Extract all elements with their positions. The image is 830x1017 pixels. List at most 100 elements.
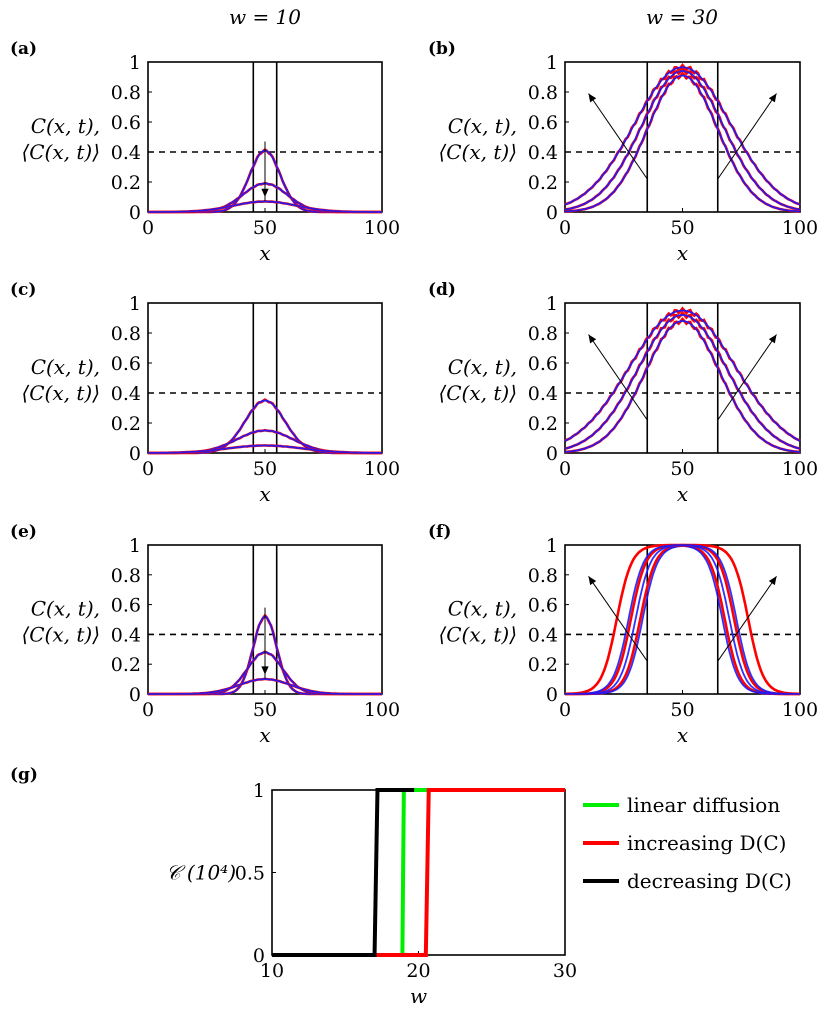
y-tick-label: 1 xyxy=(129,535,141,557)
profile-curve-blue xyxy=(148,200,382,213)
y-tick-label: 0.2 xyxy=(528,172,558,194)
legend-entry: increasing D(C) xyxy=(627,831,786,855)
y-axis-label: 𝒞 (10⁴) xyxy=(166,861,236,885)
column-title-left: w = 10 xyxy=(229,5,301,29)
x-tick-label: 100 xyxy=(364,217,400,239)
profile-curve-red xyxy=(564,63,801,206)
arrow-head xyxy=(261,188,269,197)
profile-curve-red xyxy=(564,66,801,211)
y-axis-label: ⟨C(x, t)⟩ xyxy=(21,140,100,164)
y-tick-label: 0.8 xyxy=(111,565,141,587)
panel-label: (b) xyxy=(428,39,456,59)
arrow-head xyxy=(768,334,777,344)
panel-label: (a) xyxy=(10,39,37,59)
axes-frame xyxy=(564,302,801,454)
arrow-head xyxy=(768,576,777,586)
y-tick-label: 0.4 xyxy=(528,142,558,164)
y-tick-label: 0.2 xyxy=(528,413,558,435)
y-axis-label: C(x, t), xyxy=(31,597,100,621)
y-tick-label: 1 xyxy=(129,293,141,315)
y-tick-label: 0.8 xyxy=(111,82,141,104)
panel-d: (d) 0 50 100 0 0.2 0.4 0.6 0.8 1 x C(x, t),⟨C(x, t)… xyxy=(428,280,818,506)
time-arrow-left xyxy=(588,93,648,180)
x-tick-label: 100 xyxy=(782,458,818,480)
arrow-head xyxy=(261,666,269,675)
panel-label: (g) xyxy=(10,765,38,785)
x-tick-label: 0 xyxy=(559,458,571,480)
y-tick-label: 0.8 xyxy=(528,565,558,587)
y-tick-label: 0.6 xyxy=(111,112,141,134)
legend-entry: decreasing D(C) xyxy=(627,869,792,893)
profile-curve-blue xyxy=(565,544,800,695)
x-axis-label: w xyxy=(410,984,427,1008)
y-tick-label: 0.8 xyxy=(111,323,141,345)
y-axis-label: C(x, t), xyxy=(31,355,100,379)
panel-label: (d) xyxy=(428,280,456,300)
arrow-head xyxy=(588,576,597,586)
x-tick-label: 0 xyxy=(142,217,154,239)
y-axis-label: ⟨C(x, t)⟩ xyxy=(21,381,100,405)
y-axis-label: C(x, t), xyxy=(31,114,100,138)
x-tick-label: 100 xyxy=(782,699,818,721)
y-tick-label: 0.8 xyxy=(528,323,558,345)
x-tick-label: 0 xyxy=(142,458,154,480)
x-tick-label: 100 xyxy=(364,699,400,721)
profile-curve-red xyxy=(564,306,801,443)
arrow-head xyxy=(588,93,597,103)
time-arrow-left xyxy=(588,334,648,421)
x-tick-label: 50 xyxy=(670,458,694,480)
y-tick-label: 1 xyxy=(546,293,558,315)
y-tick-label: 0 xyxy=(129,684,141,706)
profile-curve-red xyxy=(565,543,800,696)
y-tick-label: 0.4 xyxy=(528,624,558,646)
column-title-right: w = 30 xyxy=(646,5,718,29)
y-tick-label: 0 xyxy=(129,202,141,224)
panel-label: (e) xyxy=(10,522,37,542)
profile-curve-blue xyxy=(564,66,801,206)
x-tick-label: 30 xyxy=(553,960,577,982)
y-axis-label: ⟨C(x, t)⟩ xyxy=(438,140,517,164)
x-tick-label: 100 xyxy=(782,217,818,239)
profile-curve-blue xyxy=(565,544,800,695)
y-axis-label: ⟨C(x, t)⟩ xyxy=(21,623,100,647)
profile-curve-blue xyxy=(565,544,800,695)
y-axis-label: C(x, t), xyxy=(448,597,517,621)
legend-entry: linear diffusion xyxy=(627,793,780,817)
y-tick-label: 0.5 xyxy=(235,863,265,885)
axes-frame xyxy=(564,544,801,695)
axes-frame xyxy=(271,789,566,956)
x-axis-label: x xyxy=(677,482,688,506)
y-axis-label: ⟨C(x, t)⟩ xyxy=(438,623,517,647)
x-axis-label: x xyxy=(259,723,270,747)
x-tick-label: 100 xyxy=(364,458,400,480)
y-tick-label: 0.6 xyxy=(528,112,558,134)
series-line-linear xyxy=(272,788,565,957)
y-tick-label: 1 xyxy=(546,535,558,557)
x-axis-label: x xyxy=(259,482,270,506)
panel-c: (c) 0 50 100 0 0.2 0.4 0.6 0.8 1 x C(x, t),⟨C(x, t)… xyxy=(10,280,400,506)
profile-curve-blue xyxy=(148,678,382,695)
y-tick-label: 0 xyxy=(253,945,265,967)
y-tick-label: 0.4 xyxy=(111,624,141,646)
panel-label: (f) xyxy=(428,522,451,542)
time-arrow-right xyxy=(717,93,777,180)
y-tick-label: 0.6 xyxy=(528,595,558,617)
profile-curve-blue xyxy=(564,74,801,213)
x-tick-label: 50 xyxy=(253,458,277,480)
x-axis-label: x xyxy=(677,241,688,265)
y-tick-label: 0.2 xyxy=(111,654,141,676)
y-tick-label: 1 xyxy=(253,780,265,802)
panel-f: (f) 0 50 100 0 0.2 0.4 0.6 0.8 1 x C(x, t),⟨C(x, t)… xyxy=(428,522,818,747)
x-tick-label: 0 xyxy=(142,699,154,721)
x-axis-label: x xyxy=(677,723,688,747)
y-tick-label: 0.6 xyxy=(111,595,141,617)
time-arrow-right xyxy=(717,576,777,662)
y-tick-label: 0.4 xyxy=(111,142,141,164)
y-axis-label: C(x, t), xyxy=(448,114,517,138)
axes-frame xyxy=(564,61,801,213)
y-tick-label: 0 xyxy=(546,202,558,224)
y-tick-label: 0.2 xyxy=(528,654,558,676)
profile-curve-blue xyxy=(564,70,801,211)
